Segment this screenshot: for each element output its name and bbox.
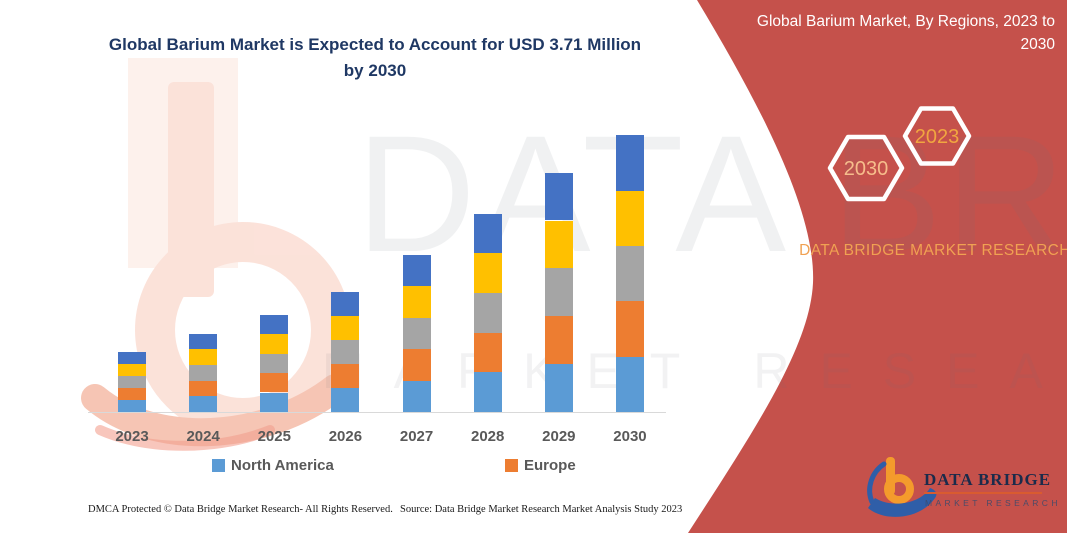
bar-segment	[544, 172, 573, 221]
bar-segment	[473, 372, 502, 412]
bar-segment	[402, 317, 431, 350]
bar-segment	[616, 134, 644, 191]
x-axis-label: 2025	[257, 428, 291, 445]
bar-segment	[473, 253, 502, 293]
bar-segment	[473, 293, 502, 333]
x-axis-label: 2023	[115, 428, 149, 445]
panel-header-title: Global Barium Market, By Regions, 2023 t…	[756, 13, 1055, 53]
bar-segment	[118, 364, 146, 377]
legend-item: Europe	[505, 457, 576, 474]
bar-segment	[331, 292, 360, 317]
legend-item: North America	[212, 457, 334, 474]
bar-segment	[260, 373, 289, 393]
bar-segment	[616, 190, 644, 246]
x-axis-label: 2027	[399, 428, 434, 445]
bar-segment	[331, 340, 360, 365]
watermark-text-secondary: MARKET RESEARCH	[322, 343, 1067, 399]
bar-segment	[189, 380, 218, 397]
x-axis-label: 2028	[471, 428, 505, 445]
bar-segment	[616, 245, 644, 302]
bar-segment	[331, 364, 360, 388]
bar-segment	[189, 396, 218, 412]
chart-title: Global Barium Market is Expected to Acco…	[108, 35, 642, 80]
legend-label: North America	[231, 457, 334, 474]
bar-segment	[616, 301, 644, 357]
bar-segment	[118, 376, 146, 389]
bar-segment	[544, 268, 573, 317]
x-axis-label: 2026	[328, 428, 363, 445]
bar-segment	[544, 316, 573, 365]
bar-segment	[189, 364, 218, 381]
bar-segment	[118, 400, 146, 412]
footer-source-text: Source: Data Bridge Market Research Mark…	[400, 504, 683, 515]
bar-segment	[260, 314, 289, 335]
legend-label: Europe	[524, 457, 576, 474]
bar-segment	[189, 349, 218, 365]
bar-segment	[402, 286, 431, 318]
bar-segment	[473, 332, 502, 373]
bar-segment	[402, 254, 431, 287]
x-axis-line	[88, 412, 666, 413]
logo-text: DATA BRIDGE	[924, 470, 1052, 489]
bar-segment	[260, 334, 289, 354]
x-axis-label: 2030	[613, 428, 647, 445]
logo-tagline: MARKET RESEARCH	[925, 498, 1061, 508]
x-axis-label: 2029	[542, 428, 576, 445]
bar-segment	[544, 364, 573, 412]
bar-segment	[331, 316, 360, 341]
footer-dmca-text: DMCA Protected © Data Bridge Market Rese…	[88, 504, 393, 515]
bar-segment	[473, 213, 502, 254]
bar-segment	[189, 333, 218, 350]
brand-wordmark: DATA BRIDGE MARKET RESEARCH	[799, 242, 1067, 259]
bar-segment	[402, 349, 431, 381]
bar-segment	[260, 392, 289, 412]
bar-segment	[331, 388, 360, 412]
logo-underline	[924, 492, 1042, 494]
x-axis-label: 2024	[186, 428, 220, 445]
bar-segment	[260, 353, 289, 374]
legend-swatch	[505, 459, 518, 472]
bar-segment	[544, 220, 573, 269]
bar-segment	[118, 388, 146, 401]
bar-segment	[616, 356, 644, 412]
bar-segment	[402, 380, 431, 412]
legend-swatch	[212, 459, 225, 472]
bar-segment	[118, 352, 146, 365]
